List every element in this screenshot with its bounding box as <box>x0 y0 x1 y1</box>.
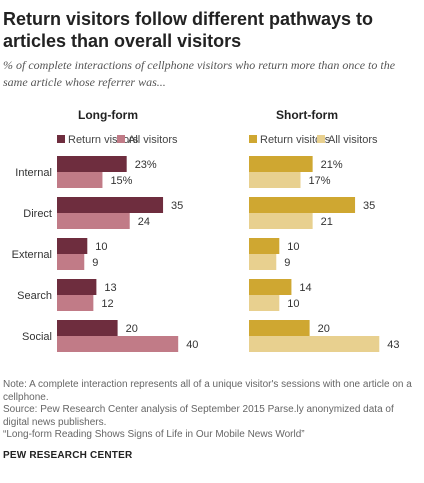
value-label-all-visitors: 17% <box>309 175 331 187</box>
value-label-return-visitors: 20 <box>126 323 138 335</box>
bar-all-visitors <box>57 336 179 352</box>
value-label-all-visitors: 21 <box>321 216 333 228</box>
value-label-all-visitors: 43 <box>387 339 399 351</box>
bar-all-visitors <box>249 213 313 229</box>
bar-return-visitors <box>57 279 97 295</box>
bar-all-visitors <box>57 254 85 270</box>
return-visitors-legend-label: Return visitors <box>260 134 331 146</box>
bar-return-visitors <box>249 238 280 254</box>
bar-all-visitors <box>57 295 94 311</box>
all-visitors-legend-label: All visitors <box>328 134 378 146</box>
return-visitors-legend-swatch <box>57 135 65 143</box>
bar-return-visitors <box>249 197 356 213</box>
report-title-text: “Long-form Reading Shows Signs of Life i… <box>3 429 305 440</box>
return-visitors-legend-swatch <box>249 135 257 143</box>
long-form-title: Long-form <box>78 108 138 122</box>
category-label: Search <box>17 290 52 302</box>
value-label-return-visitors: 13 <box>104 282 116 294</box>
bar-return-visitors <box>57 197 164 213</box>
value-label-return-visitors: 10 <box>95 241 107 253</box>
notes-block: Note: A complete interaction represents … <box>3 379 421 442</box>
value-label-all-visitors: 12 <box>101 298 113 310</box>
source-text: Source: Pew Research Center analysis of … <box>3 404 394 428</box>
bar-return-visitors <box>57 238 88 254</box>
bar-return-visitors <box>249 279 292 295</box>
chart-subtitle: % of complete interactions of cellphone … <box>3 58 396 89</box>
value-label-all-visitors: 24 <box>138 216 150 228</box>
value-label-all-visitors: 15% <box>110 175 132 187</box>
value-label-return-visitors: 20 <box>318 323 330 335</box>
bar-all-visitors <box>249 172 301 188</box>
value-label-all-visitors: 9 <box>284 257 290 269</box>
short-form-title: Short-form <box>276 108 338 122</box>
bar-return-visitors <box>57 156 127 172</box>
value-label-return-visitors: 10 <box>287 241 299 253</box>
bar-all-visitors <box>57 213 130 229</box>
value-label-return-visitors: 14 <box>299 282 311 294</box>
note-text: Note: A complete interaction represents … <box>3 379 412 403</box>
value-label-return-visitors: 35 <box>363 200 375 212</box>
value-label-return-visitors: 23% <box>135 159 157 171</box>
all-visitors-legend-swatch <box>317 135 325 143</box>
value-label-all-visitors: 40 <box>186 339 198 351</box>
category-label: External <box>12 249 52 261</box>
bar-return-visitors <box>249 320 310 336</box>
category-label: Social <box>22 331 52 343</box>
category-label: Direct <box>23 208 52 220</box>
bar-return-visitors <box>57 320 118 336</box>
value-label-all-visitors: 9 <box>92 257 98 269</box>
all-visitors-legend-swatch <box>117 135 125 143</box>
chart-title: Return visitors follow different pathway… <box>3 9 374 51</box>
bar-all-visitors <box>249 295 280 311</box>
bar-all-visitors <box>57 172 103 188</box>
value-label-return-visitors: 35 <box>171 200 183 212</box>
bar-all-visitors <box>249 336 380 352</box>
bar-all-visitors <box>249 254 277 270</box>
all-visitors-legend-label: All visitors <box>128 134 178 146</box>
bar-return-visitors <box>249 156 313 172</box>
source-organization: PEW RESEARCH CENTER <box>3 450 133 461</box>
value-label-return-visitors: 21% <box>321 159 343 171</box>
value-label-all-visitors: 10 <box>287 298 299 310</box>
category-label: Internal <box>15 167 52 179</box>
